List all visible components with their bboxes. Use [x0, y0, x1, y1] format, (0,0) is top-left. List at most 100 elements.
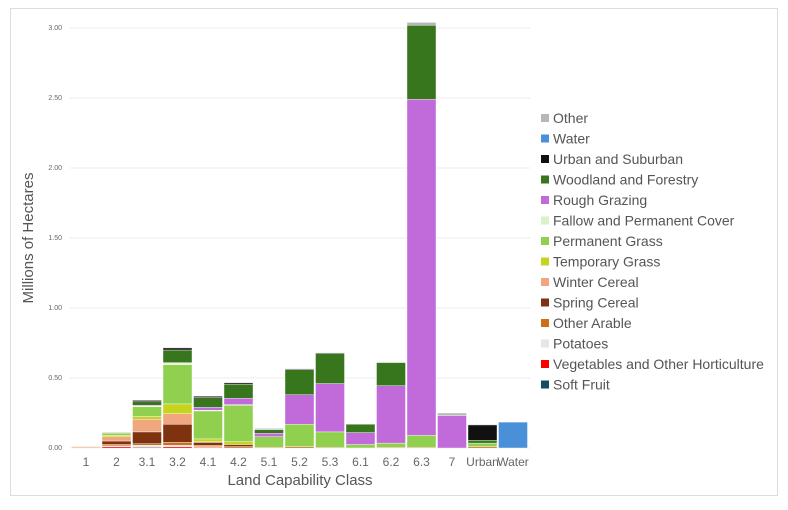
bar-segment	[162, 424, 193, 443]
bar-segment	[101, 432, 132, 434]
bar-segment	[345, 444, 376, 449]
bar-segment	[376, 442, 406, 448]
bar-segment	[254, 428, 284, 430]
y-tick-label: 2.00	[48, 165, 62, 172]
bar-segment	[193, 445, 223, 447]
x-tick-label: 6.3	[413, 455, 430, 469]
bar-segment	[254, 433, 284, 437]
legend-label: Soft Fruit	[553, 377, 610, 393]
bar-segment	[406, 25, 437, 100]
bar-segment	[162, 413, 193, 425]
legend-label: Vegetables and Other Horticulture	[553, 356, 764, 372]
bar-segment	[193, 410, 223, 440]
bar-segment	[467, 442, 498, 447]
legend-label: Fallow and Permanent Cover	[553, 213, 735, 229]
bar-segment	[467, 424, 498, 426]
bar-segment	[223, 441, 254, 445]
bar-segment	[132, 445, 162, 447]
x-tick-label: 3.1	[139, 455, 156, 469]
bar-segment	[284, 394, 315, 425]
legend-label: Woodland and Forestry	[553, 172, 698, 188]
bar-segment	[162, 446, 193, 449]
bar-segment	[284, 424, 315, 447]
bar-segment	[132, 416, 162, 420]
legend-swatch	[541, 134, 549, 143]
legend-swatch	[541, 196, 549, 204]
bar-segment	[193, 407, 223, 411]
legend-label: Other	[553, 110, 588, 126]
bar-segment	[467, 424, 498, 441]
bar-segment	[162, 403, 193, 414]
x-tick-label: 4.1	[200, 455, 217, 469]
bar-segment	[101, 444, 132, 447]
bar-segment	[254, 436, 284, 448]
bar-segment	[284, 369, 315, 396]
bar-segment	[223, 384, 254, 399]
bar-segment	[101, 436, 132, 442]
x-tick-label: 5.3	[322, 455, 339, 469]
x-tick-label: 5.2	[291, 455, 308, 469]
bar-segment	[345, 432, 376, 445]
bar-segment	[406, 22, 437, 26]
legend-swatch	[541, 257, 549, 266]
bar-segment	[132, 401, 162, 406]
bar-segment	[101, 435, 132, 437]
x-tick-label: 7	[449, 455, 456, 469]
y-tick-label: 3.00	[48, 25, 62, 32]
legend-swatch	[541, 175, 549, 184]
legend-label: Spring Cereal	[553, 295, 639, 311]
bar-segment	[376, 362, 406, 386]
bar-segment	[376, 361, 406, 363]
legend-swatch	[541, 298, 549, 307]
bar-segment	[193, 397, 223, 408]
bar-segment	[162, 442, 193, 446]
legend-label: Permanent Grass	[553, 233, 663, 249]
bar-segment	[223, 382, 254, 385]
bar-segment	[315, 383, 345, 433]
legend-label: Urban and Suburban	[553, 151, 683, 167]
bar-segment	[315, 431, 345, 448]
y-tick-label: 2.50	[48, 95, 62, 102]
legend-swatch	[541, 155, 549, 163]
bar-segment	[162, 347, 193, 351]
legend-label: Rough Grazing	[553, 192, 647, 208]
legend-swatch	[541, 114, 549, 122]
x-axis-label: Land Capability Class	[227, 472, 372, 489]
legend-swatch	[541, 360, 549, 368]
x-tick-label: Water	[497, 455, 529, 469]
bar-segment	[101, 433, 132, 436]
bar-segment	[223, 444, 254, 447]
bar-segment	[406, 99, 437, 436]
bar-segment	[284, 368, 315, 370]
y-tick-label: 0.00	[48, 445, 62, 452]
bar-segment	[101, 440, 132, 445]
x-tick-label: 5.1	[261, 455, 278, 469]
y-tick-label: 1.50	[48, 235, 62, 242]
bar-segment	[193, 396, 223, 398]
bar-segment	[467, 440, 498, 444]
y-tick-label: 0.50	[48, 375, 62, 382]
bar-segment	[315, 353, 345, 384]
bar-segment	[498, 421, 528, 449]
bar-segment	[71, 446, 101, 448]
legend-label: Temporary Grass	[553, 254, 660, 270]
legend-swatch	[541, 278, 549, 286]
legend-label: Water	[553, 131, 590, 147]
x-tick-label: 3.2	[169, 455, 186, 469]
y-axis-label: Millions of Hectares	[20, 173, 37, 304]
bar-segment	[437, 415, 467, 449]
bar-segment	[162, 347, 193, 349]
bar-segment	[223, 446, 254, 449]
legend-swatch	[541, 216, 549, 225]
bar-segment	[162, 445, 193, 447]
bar-segment	[467, 446, 498, 449]
bar-segment	[193, 438, 223, 442]
legend-swatch	[541, 339, 549, 348]
x-tick-label: 2	[113, 455, 120, 469]
bar-segment	[437, 412, 467, 416]
bar-segment	[254, 429, 284, 434]
bar-segment	[284, 446, 315, 449]
bar-segment	[132, 406, 162, 417]
bar-segment	[132, 431, 162, 444]
